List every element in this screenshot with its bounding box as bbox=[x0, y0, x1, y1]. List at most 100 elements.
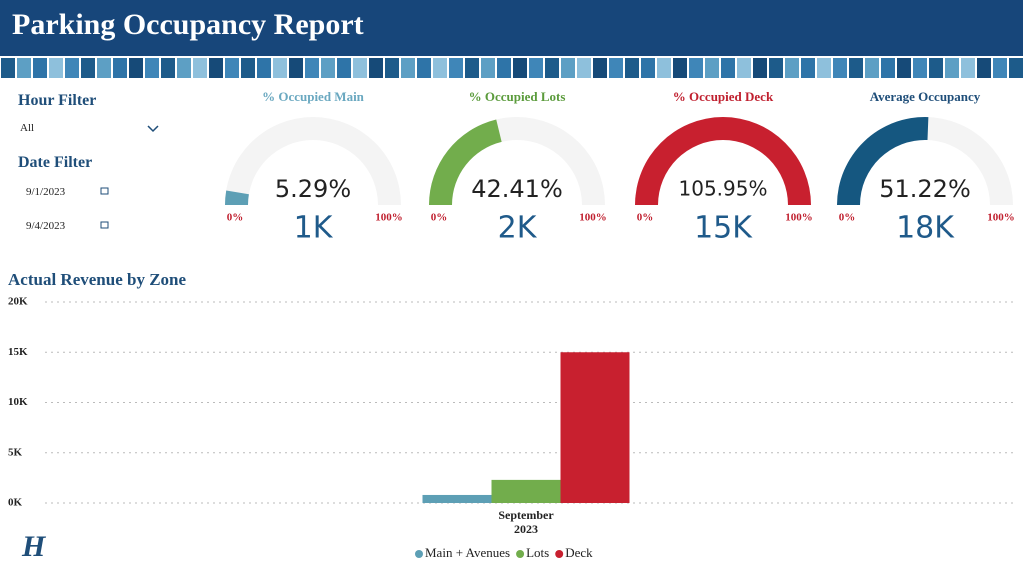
mosaic-tile bbox=[993, 58, 1007, 78]
y-tick-label: 10K bbox=[8, 396, 28, 408]
mosaic-tile bbox=[529, 58, 543, 78]
header-mosaic bbox=[1, 58, 1023, 78]
mosaic-tile bbox=[769, 58, 783, 78]
legend-marker bbox=[516, 550, 525, 558]
mosaic-tile bbox=[817, 58, 831, 78]
report-title: Parking Occupancy Report bbox=[12, 8, 364, 41]
mosaic-tile bbox=[193, 58, 207, 78]
mosaic-tile bbox=[833, 58, 847, 78]
mosaic-tile bbox=[785, 58, 799, 78]
mosaic-tile bbox=[321, 58, 335, 78]
gauge-value: 51.22% bbox=[879, 175, 971, 203]
legend-marker bbox=[555, 550, 564, 558]
mosaic-tile bbox=[481, 58, 495, 78]
mosaic-tile bbox=[337, 58, 351, 78]
mosaic-tile bbox=[65, 58, 79, 78]
filter-title: Hour Filter bbox=[18, 92, 97, 109]
date-input[interactable]: 9/1/2023 bbox=[26, 186, 66, 198]
mosaic-tile bbox=[369, 58, 383, 78]
gauge-arc bbox=[225, 190, 249, 205]
calendar-icon[interactable] bbox=[100, 186, 110, 196]
y-tick-label: 15K bbox=[8, 346, 28, 358]
mosaic-tile bbox=[513, 58, 527, 78]
gauge-value: 5.29% bbox=[275, 175, 351, 203]
legend-label: Main + Avenues bbox=[425, 545, 510, 560]
gauge-min: 0% bbox=[839, 212, 856, 224]
mosaic-tile bbox=[241, 58, 255, 78]
filter-title: Date Filter bbox=[18, 154, 93, 171]
mosaic-tile bbox=[753, 58, 767, 78]
y-tick-label: 20K bbox=[8, 296, 28, 308]
mosaic-tile bbox=[113, 58, 127, 78]
dropdown-chevron[interactable] bbox=[146, 124, 160, 134]
mosaic-tile bbox=[353, 58, 367, 78]
header-bar bbox=[0, 0, 1023, 56]
mosaic-tile bbox=[257, 58, 271, 78]
mosaic-tile bbox=[417, 58, 431, 78]
mosaic-tile bbox=[657, 58, 671, 78]
gauge-max: 100% bbox=[987, 212, 1015, 224]
mosaic-tile bbox=[129, 58, 143, 78]
mosaic-tile bbox=[177, 58, 191, 78]
chart-title: Actual Revenue by Zone bbox=[8, 270, 186, 289]
gauge-title: % Occupied Deck bbox=[672, 89, 774, 104]
mosaic-tile bbox=[977, 58, 991, 78]
mosaic-tile bbox=[273, 58, 287, 78]
gauge-count: 1K bbox=[294, 211, 334, 246]
mosaic-tile bbox=[289, 58, 303, 78]
mosaic-tile bbox=[929, 58, 943, 78]
legend-marker bbox=[415, 550, 423, 558]
mosaic-tile bbox=[945, 58, 959, 78]
mosaic-tile bbox=[849, 58, 863, 78]
legend-label: Lots bbox=[526, 545, 549, 560]
mosaic-tile bbox=[1, 58, 15, 78]
mosaic-tile bbox=[497, 58, 511, 78]
gauge-min: 0% bbox=[431, 212, 448, 224]
bar bbox=[560, 352, 630, 503]
gauge-title: Average Occupancy bbox=[869, 89, 981, 104]
date-input[interactable]: 9/4/2023 bbox=[26, 220, 66, 232]
gauge-arc bbox=[837, 117, 929, 205]
mosaic-tile bbox=[897, 58, 911, 78]
mosaic-tile bbox=[561, 58, 575, 78]
mosaic-tile bbox=[577, 58, 591, 78]
legend-label: Deck bbox=[565, 545, 593, 560]
mosaic-tile bbox=[881, 58, 895, 78]
mosaic-tile bbox=[545, 58, 559, 78]
calendar-icon[interactable] bbox=[100, 220, 110, 230]
gauge-arc bbox=[635, 117, 811, 205]
y-tick-label: 5K bbox=[8, 446, 23, 458]
logo: H bbox=[22, 530, 46, 563]
mosaic-tile bbox=[401, 58, 415, 78]
mosaic-tile bbox=[161, 58, 175, 78]
mosaic-tile bbox=[721, 58, 735, 78]
mosaic-tile bbox=[17, 58, 31, 78]
dropdown-value[interactable]: All bbox=[20, 122, 35, 134]
mosaic-tile bbox=[705, 58, 719, 78]
gauge-value: 105.95% bbox=[679, 177, 768, 201]
gauge-count: 2K bbox=[498, 211, 538, 246]
mosaic-tile bbox=[913, 58, 927, 78]
mosaic-tile bbox=[433, 58, 447, 78]
gauge-track bbox=[225, 117, 401, 205]
bar bbox=[422, 494, 492, 503]
gauge-title: % Occupied Lots bbox=[468, 89, 566, 104]
mosaic-tile bbox=[49, 58, 63, 78]
mosaic-tile bbox=[625, 58, 639, 78]
mosaic-tile bbox=[385, 58, 399, 78]
gauge-max: 100% bbox=[375, 212, 403, 224]
mosaic-tile bbox=[641, 58, 655, 78]
gauge-max: 100% bbox=[785, 212, 813, 224]
mosaic-tile bbox=[865, 58, 879, 78]
bar bbox=[491, 479, 561, 503]
mosaic-tile bbox=[593, 58, 607, 78]
y-tick-label: 0K bbox=[8, 497, 23, 509]
mosaic-tile bbox=[609, 58, 623, 78]
gauge-count: 15K bbox=[694, 211, 753, 246]
mosaic-tile bbox=[801, 58, 815, 78]
gauge-value: 42.41% bbox=[471, 175, 563, 203]
mosaic-tile bbox=[465, 58, 479, 78]
mosaic-tile bbox=[209, 58, 223, 78]
mosaic-tile bbox=[145, 58, 159, 78]
